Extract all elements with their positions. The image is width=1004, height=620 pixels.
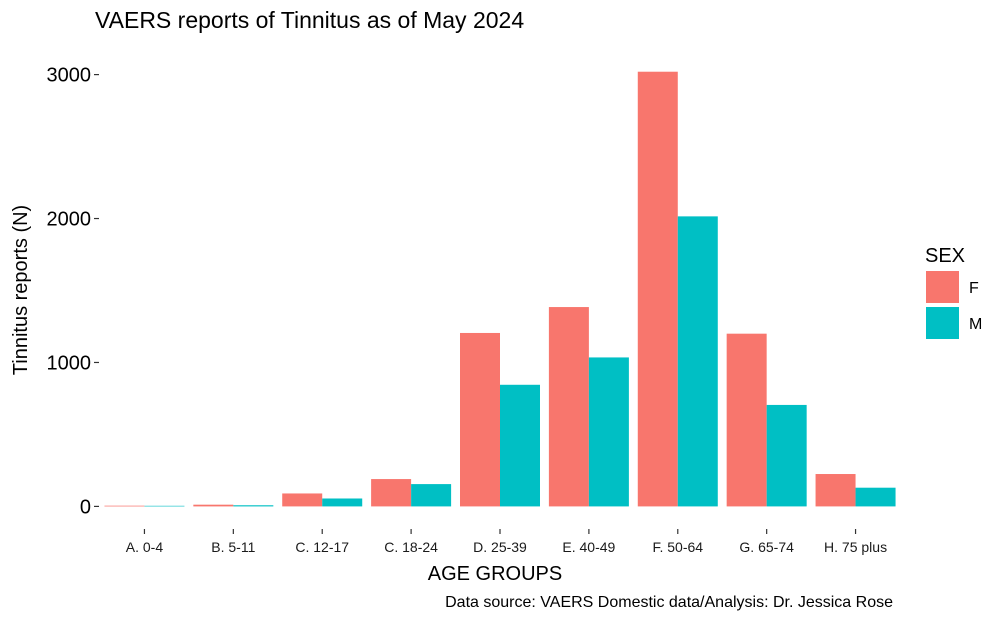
legend-label-f: F bbox=[969, 280, 979, 297]
bar-m-1 bbox=[233, 505, 274, 507]
y-tick-label: 1000 bbox=[47, 352, 92, 374]
y-tick-label: 3000 bbox=[47, 65, 92, 87]
caption: Data source: VAERS Domestic data/Analysi… bbox=[445, 594, 893, 611]
bar-m-7 bbox=[766, 404, 807, 507]
bar-f-4 bbox=[460, 332, 500, 507]
legend-key-f bbox=[926, 271, 959, 303]
x-tick-label: C. 18-24 bbox=[384, 539, 438, 555]
x-tick-label: G. 65-74 bbox=[739, 539, 794, 555]
x-tick-label: D. 25-39 bbox=[473, 539, 527, 555]
legend-title: SEX bbox=[925, 245, 965, 267]
bar-f-8 bbox=[815, 474, 856, 507]
bar-m-4 bbox=[500, 384, 540, 507]
bar-m-0 bbox=[144, 505, 185, 507]
y-tick-label: 2000 bbox=[47, 209, 92, 231]
y-axis: 0 1000 2000 3000 bbox=[47, 65, 99, 518]
x-tick-label: C. 12-17 bbox=[295, 539, 349, 555]
chart-title: VAERS reports of Tinnitus as of May 2024 bbox=[95, 7, 524, 33]
legend-items: FM bbox=[926, 271, 982, 339]
bar-m-3 bbox=[411, 484, 452, 507]
x-tick-label: F. 50-64 bbox=[652, 539, 703, 555]
bars bbox=[104, 71, 896, 507]
bar-f-7 bbox=[726, 333, 767, 507]
legend-key-m bbox=[926, 307, 959, 339]
x-axis-title: AGE GROUPS bbox=[428, 563, 562, 585]
bar-f-6 bbox=[637, 71, 678, 507]
legend-label-m: M bbox=[969, 316, 982, 333]
bar-f-5 bbox=[548, 307, 589, 507]
bar-m-6 bbox=[677, 216, 718, 507]
bar-m-2 bbox=[322, 498, 363, 507]
x-tick-label: B. 5-11 bbox=[211, 539, 255, 555]
y-axis-title: Tinnitus reports (N) bbox=[10, 205, 32, 375]
x-tick-label: E. 40-49 bbox=[562, 539, 615, 555]
bar-f-1 bbox=[193, 504, 234, 507]
x-axis: A. 0-4 B. 5-11 C. 12-17 C. 18-24 D. 25-39 E. … bbox=[126, 529, 887, 555]
y-tick-label: 0 bbox=[80, 496, 91, 518]
x-tick-label: A. 0-4 bbox=[126, 539, 164, 555]
bar-m-8 bbox=[855, 487, 896, 507]
bar-f-3 bbox=[371, 479, 412, 507]
bar-m-5 bbox=[588, 357, 629, 507]
legend: SEX FM bbox=[925, 245, 982, 339]
x-tick-label: H. 75 plus bbox=[824, 539, 887, 555]
bar-f-0 bbox=[104, 505, 145, 507]
bar-f-2 bbox=[282, 493, 323, 507]
